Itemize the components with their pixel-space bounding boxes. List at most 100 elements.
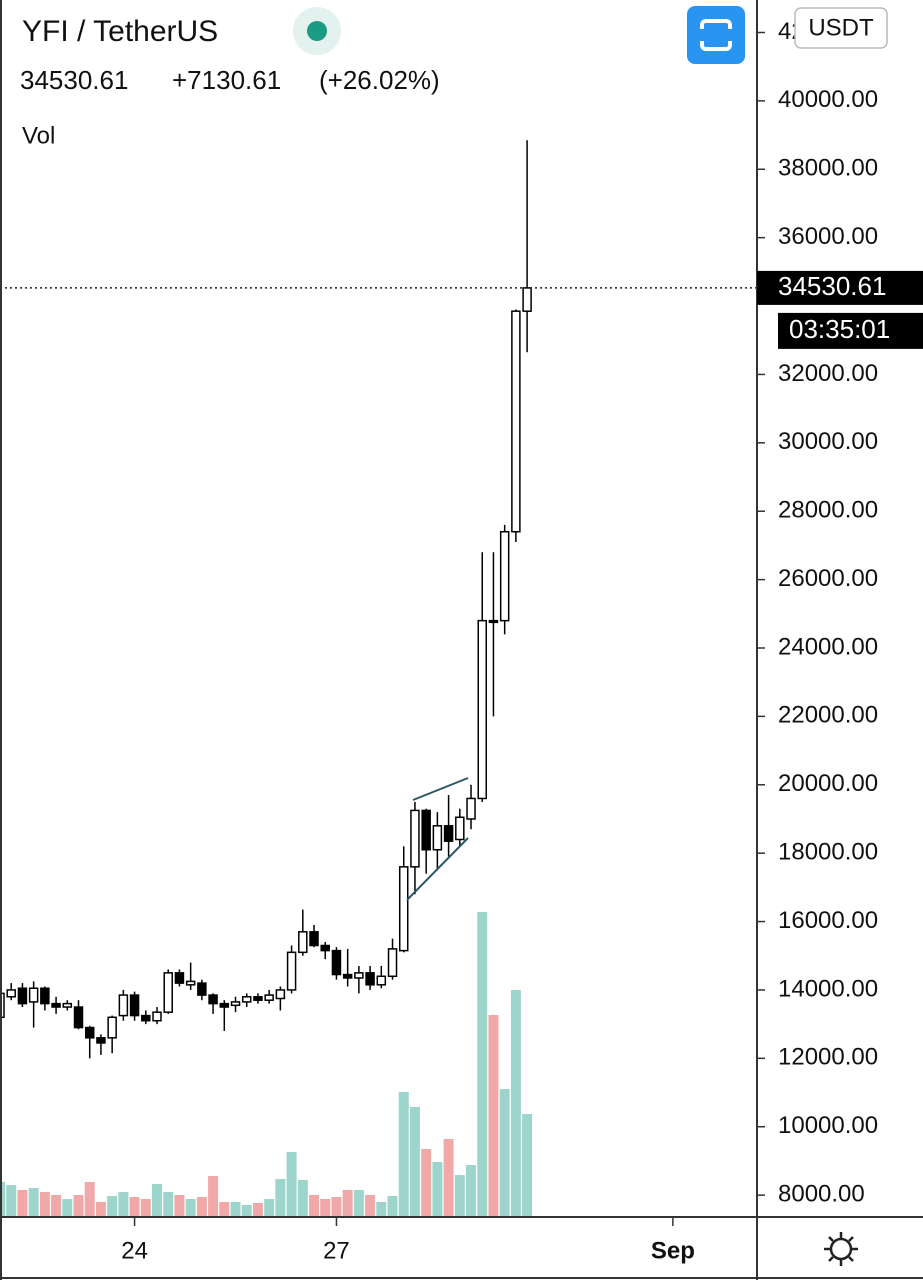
volume-bar (140, 1199, 151, 1217)
candle-body (62, 1002, 73, 1008)
volume-bar (297, 1180, 308, 1217)
volume-bar (477, 912, 488, 1217)
volume-bar (230, 1202, 241, 1217)
price-label: 34530.61 (778, 271, 886, 301)
y-tick-label: 14000.00 (778, 975, 878, 1002)
volume-bar (488, 1015, 499, 1217)
candle-body (410, 809, 420, 868)
candle-body (376, 975, 387, 986)
candle-body (421, 809, 431, 851)
candle-body (365, 972, 375, 986)
volume-bar (275, 1179, 286, 1217)
candle-body (354, 972, 364, 979)
price-label-bg (757, 270, 923, 305)
candle-body (174, 972, 185, 984)
volume-bar (174, 1195, 185, 1217)
volume-bar (208, 1176, 219, 1217)
y-tick-label: 22000.00 (778, 702, 878, 729)
settings-button[interactable] (824, 1232, 858, 1266)
candle-body (298, 931, 308, 954)
candle-body (342, 973, 353, 979)
y-tick-label: 30000.00 (778, 428, 878, 455)
trend-line (412, 777, 469, 801)
volume-bar (331, 1197, 342, 1217)
volume-bar (499, 1089, 510, 1217)
candle-body (241, 996, 252, 1003)
candle-body (141, 1014, 151, 1022)
gear-teeth[interactable] (824, 1232, 858, 1266)
volume-bar (264, 1199, 275, 1217)
candle-body (152, 1011, 162, 1022)
candle-body (286, 951, 297, 991)
candle-body (443, 825, 454, 842)
candle-body (28, 987, 39, 1003)
candle-body (398, 866, 409, 952)
candle-body (51, 1002, 61, 1008)
candle-body (466, 797, 476, 820)
candle-body (477, 619, 487, 800)
volume-bar (309, 1195, 320, 1217)
volume-bar (95, 1202, 106, 1217)
volume-bar (365, 1195, 376, 1217)
volume-bar (196, 1197, 207, 1217)
y-tick-label: 8000.00 (778, 1180, 865, 1207)
chart-title: YFI / TetherUS (22, 15, 218, 48)
candle-body (96, 1037, 106, 1044)
candle-body (320, 944, 330, 952)
y-tick-label: 10000.00 (778, 1112, 878, 1139)
candle-body (331, 949, 342, 976)
volume-bar (185, 1199, 196, 1217)
trend-line (406, 837, 469, 901)
fullscreen-button[interactable] (687, 6, 745, 64)
volume-bar (241, 1205, 252, 1217)
volume-bar (17, 1190, 28, 1217)
volume-bar (73, 1195, 84, 1217)
volume-bar (152, 1184, 163, 1217)
candle-body (455, 816, 465, 841)
volume-bar (409, 1107, 420, 1217)
gear[interactable] (829, 1237, 853, 1261)
volume-bar (129, 1197, 140, 1217)
currency-box[interactable] (794, 7, 888, 49)
candle-body (275, 989, 286, 1000)
y-tick-label: 38000.00 (778, 155, 878, 182)
currency-label[interactable]: USDT (808, 14, 874, 41)
volume-bar (84, 1182, 95, 1217)
currency-button[interactable]: USDT (794, 7, 888, 49)
y-tick-label: 40000.00 (778, 86, 878, 113)
volume-bar (286, 1152, 297, 1217)
candle-body (230, 1001, 241, 1007)
candle-body (488, 619, 499, 624)
volume-bar (432, 1162, 443, 1217)
candle-body (73, 1006, 84, 1029)
volume-bar (0, 1182, 5, 1217)
candle-body (6, 989, 16, 998)
last-price: 34530.61 (20, 65, 128, 95)
volume-bar (28, 1188, 39, 1217)
candle-body (197, 982, 207, 996)
volume-bar (163, 1192, 174, 1217)
volume-bar (376, 1202, 387, 1217)
volume-label: Vol (22, 122, 55, 149)
x-tick-label: 24 (121, 1237, 148, 1264)
volume-bar (510, 990, 521, 1217)
candle-body (84, 1026, 95, 1039)
y-tick-label: 20000.00 (778, 770, 878, 797)
volume-bar (118, 1192, 129, 1217)
volume-bar (421, 1149, 432, 1217)
candle-body (208, 994, 218, 1005)
candle-body (387, 948, 398, 978)
candle-body (309, 931, 319, 947)
volume-bar (62, 1199, 73, 1217)
candle-body (17, 987, 28, 1005)
volume-bar (522, 1114, 533, 1217)
fullscreen-icon-gap[interactable] (698, 29, 734, 41)
status-dot (307, 21, 327, 41)
y-tick-label: 16000.00 (778, 907, 878, 934)
candle-body (118, 994, 129, 1017)
candle-body (129, 994, 140, 1017)
candle-body (253, 996, 263, 1001)
y-tick-label: 18000.00 (778, 839, 878, 866)
